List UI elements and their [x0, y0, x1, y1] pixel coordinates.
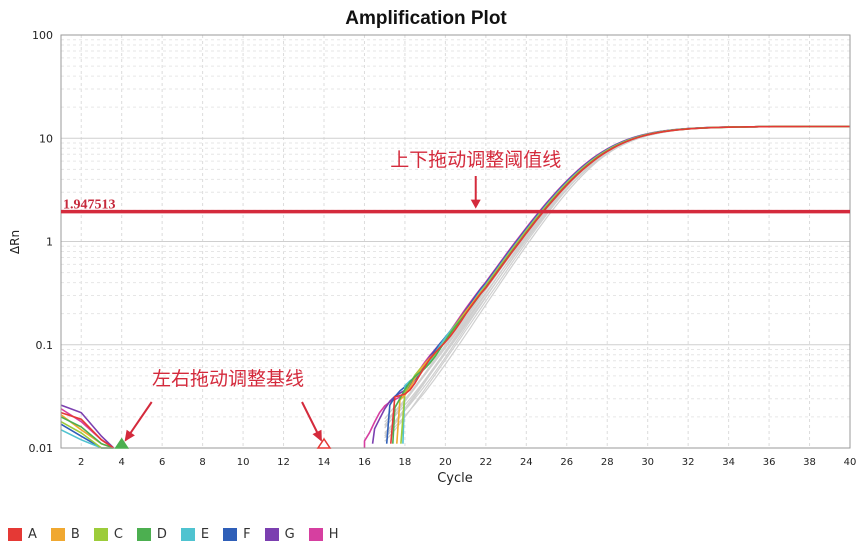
legend-item-b: B [50, 527, 80, 542]
x-tick-label: 38 [803, 457, 816, 468]
legend-label: A [28, 527, 37, 542]
series-e-line [402, 125, 850, 444]
baseline-arrow-head [312, 429, 322, 442]
legend-label: F [243, 527, 251, 542]
series-c-line [400, 125, 850, 444]
chart-title: Amplification Plot [345, 8, 507, 29]
replicate-curve [384, 125, 850, 442]
y-tick-label: 0.01 [29, 442, 54, 455]
threshold-arrow-icon [470, 176, 481, 209]
legend-label: D [156, 527, 167, 542]
baseline-annotation: 左右拖动调整基线 [152, 368, 304, 390]
x-tick-label: 10 [237, 457, 250, 468]
legend-swatch [264, 528, 279, 541]
x-tick-label: 6 [159, 457, 165, 468]
replicate-curve [384, 125, 850, 437]
series-a-early-line [60, 411, 115, 449]
baseline-arrow-icons [124, 401, 322, 442]
y-tick-label: 100 [32, 29, 53, 42]
x-tick-label: 26 [560, 457, 573, 468]
threshold-annotation: 上下拖动调整阈值线 [390, 149, 561, 171]
plot-frame [60, 34, 851, 449]
x-tick-label: 36 [763, 457, 776, 468]
legend-label: C [113, 527, 123, 542]
y-axis-ticks: 0.01 0.1 1 10 100 [29, 29, 54, 455]
legend-swatch [50, 528, 65, 541]
x-tick-label: 20 [439, 457, 452, 468]
series-group [60, 125, 850, 449]
legend-swatch [8, 528, 22, 541]
baseline-arrow-head [124, 429, 135, 442]
replicate-curve [384, 125, 850, 427]
legend-swatch [180, 528, 195, 541]
legend-label: E [200, 527, 210, 542]
x-tick-label: 18 [399, 457, 412, 468]
legend-item-c: C [93, 527, 123, 542]
baseline-marker-end[interactable] [316, 437, 332, 449]
x-tick-label: 32 [682, 457, 695, 468]
replicate-curve [384, 125, 850, 426]
series-b-line [396, 125, 850, 444]
x-tick-label: 14 [318, 457, 331, 468]
y-tick-label: 10 [39, 132, 53, 145]
legend-swatch [136, 528, 151, 541]
legend-item-h: H [308, 527, 339, 542]
series-g-line [371, 125, 850, 444]
threshold-value-label: 1.947513 [63, 198, 116, 213]
x-tick-label: 4 [119, 457, 125, 468]
legend-item-f: F [223, 527, 251, 542]
y-axis-label: ΔRn [8, 230, 22, 254]
y-tick-label: 1 [46, 236, 53, 249]
legend-swatch [93, 528, 108, 541]
x-tick-label: 2 [78, 457, 84, 468]
legend-item-d: D [136, 527, 167, 542]
series-g-early-line [60, 404, 115, 449]
legend-item-a: A [8, 527, 37, 542]
x-tick-label: 28 [601, 457, 614, 468]
legend-item-e: E [180, 527, 210, 542]
legend-label: G [284, 527, 295, 542]
replicate-curve [384, 125, 850, 439]
legend-swatch [308, 528, 323, 541]
x-tick-label: 8 [199, 457, 205, 468]
series-a-line [390, 125, 850, 444]
x-tick-label: 24 [520, 457, 533, 468]
y-tick-label: 0.1 [36, 339, 54, 352]
x-tick-label: 40 [844, 457, 856, 468]
x-tick-label: 34 [722, 457, 735, 468]
series-f-line [385, 125, 850, 444]
x-tick-label: 30 [641, 457, 654, 468]
x-tick-label: 16 [358, 457, 371, 468]
baseline-marker-start[interactable] [114, 437, 130, 449]
x-tick-label: 22 [479, 457, 492, 468]
baseline-markers[interactable] [114, 437, 332, 449]
series-d-line [392, 125, 850, 444]
replicate-curve [384, 125, 850, 434]
replicate-curve [384, 125, 850, 435]
legend-swatch [223, 528, 238, 541]
replicate-curve [384, 125, 850, 429]
x-tick-label: 12 [277, 457, 290, 468]
legend-label: H [328, 527, 339, 542]
legend: A B C D E F G H [8, 527, 352, 542]
legend-label: B [70, 527, 80, 542]
legend-item-g: G [264, 527, 295, 542]
grid [61, 35, 851, 449]
x-axis-ticks: 2 4 6 8 10 12 14 16 18 20 22 24 26 28 30 32 34 36 38 40 [78, 457, 856, 468]
threshold-arrow-head [470, 199, 481, 209]
series-d-early-line [60, 416, 114, 449]
x-axis-label: Cycle [437, 471, 473, 486]
